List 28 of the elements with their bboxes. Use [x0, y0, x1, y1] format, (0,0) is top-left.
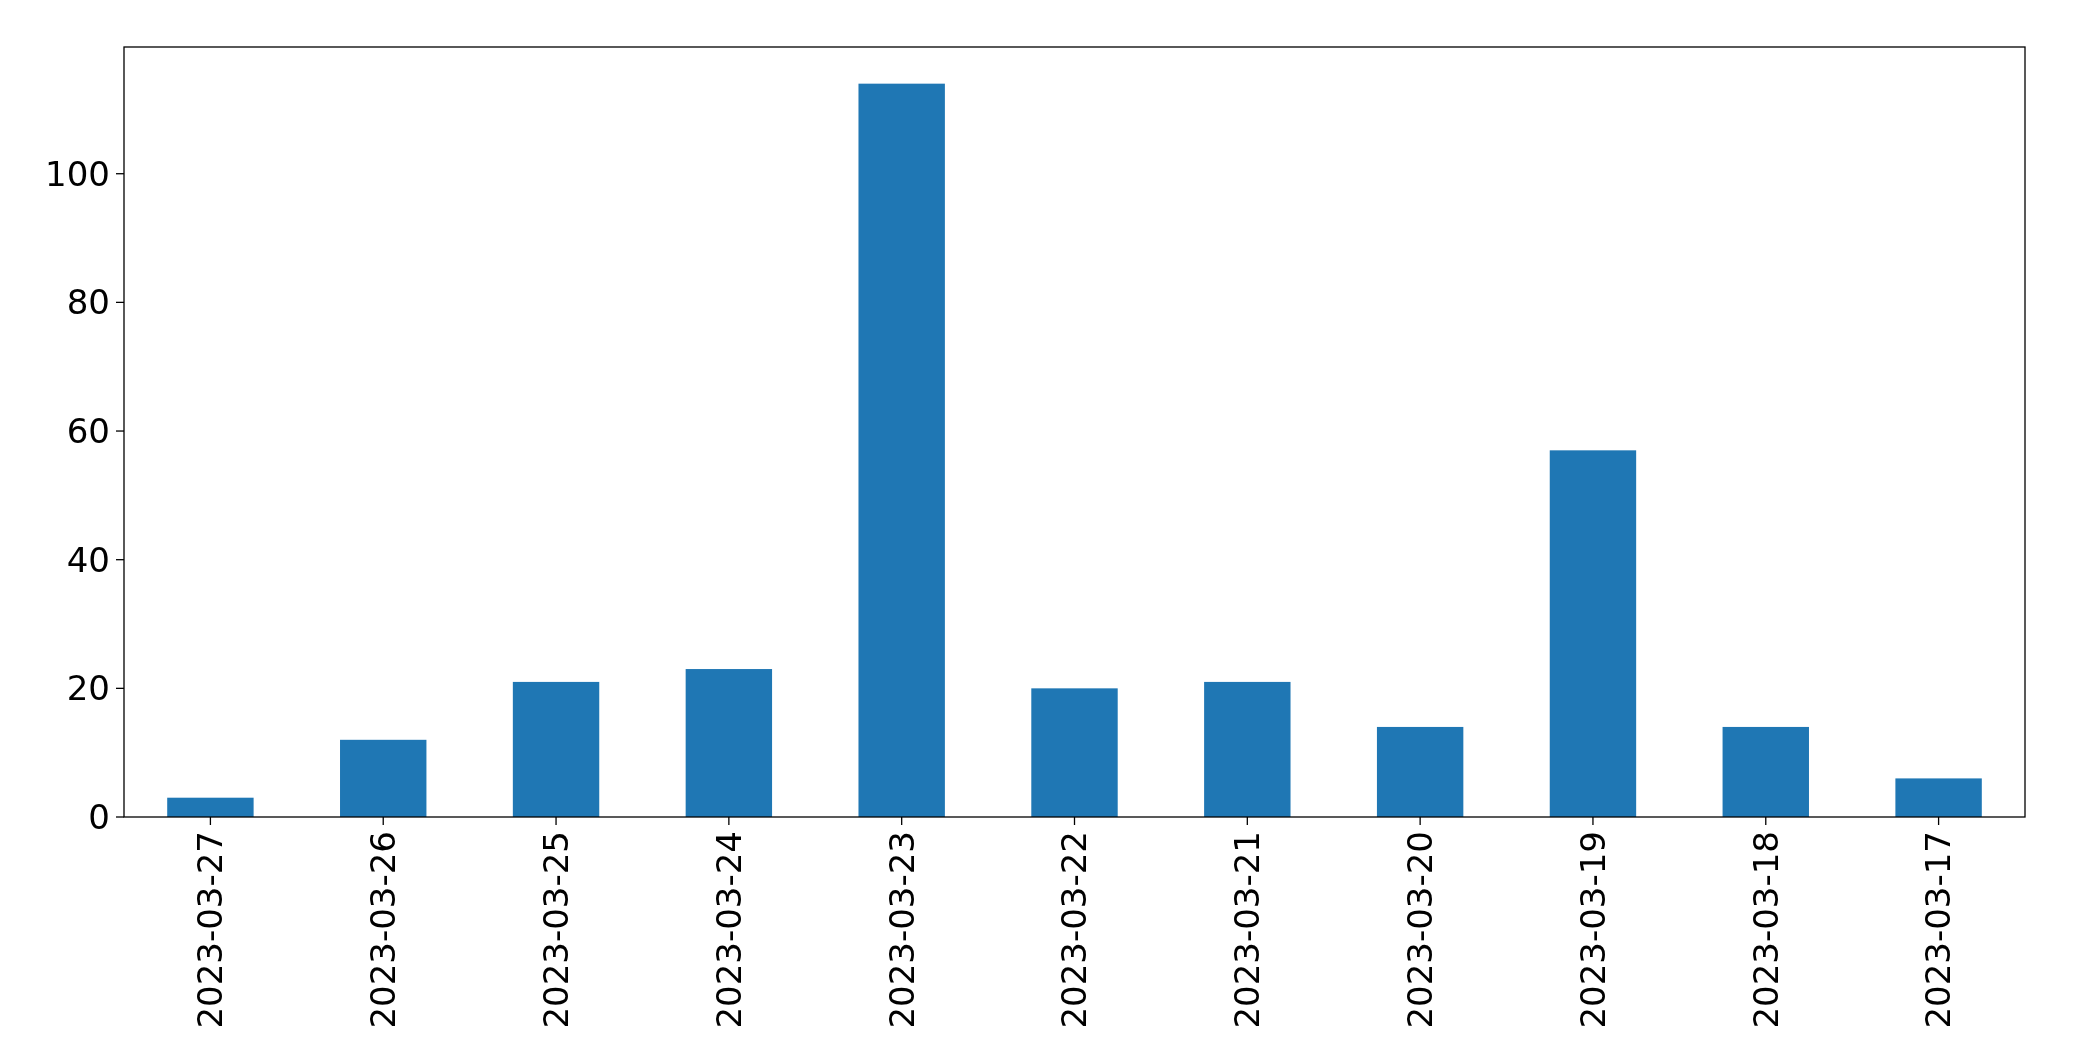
bar — [1376, 726, 1464, 817]
y-tick-label: 20 — [66, 668, 110, 709]
x-tick-label: 2023-03-19 — [1572, 831, 1613, 1029]
bar — [858, 83, 945, 817]
x-tick-label: 2023-03-17 — [1918, 831, 1959, 1029]
y-tick-label: 60 — [66, 410, 110, 451]
y-tick-label: 40 — [66, 539, 110, 580]
y-tick-label: 80 — [66, 282, 110, 323]
bar — [1549, 450, 1637, 817]
bar — [1031, 688, 1118, 817]
bar — [167, 797, 254, 817]
x-tick-label: 2023-03-18 — [1745, 831, 1786, 1029]
bar — [512, 681, 600, 817]
y-tick-label: 100 — [45, 153, 110, 194]
x-tick-label: 2023-03-22 — [1054, 831, 1095, 1029]
bar — [340, 739, 427, 817]
x-tick-label: 2023-03-25 — [535, 831, 576, 1029]
x-tick-label: 2023-03-21 — [1227, 831, 1268, 1029]
x-tick-label: 2023-03-24 — [708, 831, 749, 1029]
x-tick-label: 2023-03-20 — [1400, 831, 1441, 1029]
bar — [1895, 778, 1982, 817]
bar — [1722, 726, 1809, 817]
y-tick-label: 0 — [88, 796, 110, 837]
bar — [1204, 681, 1291, 817]
bar — [685, 669, 773, 817]
x-tick-label: 2023-03-23 — [881, 831, 922, 1029]
x-tick-label: 2023-03-27 — [190, 831, 231, 1029]
x-tick-label: 2023-03-26 — [363, 831, 404, 1029]
